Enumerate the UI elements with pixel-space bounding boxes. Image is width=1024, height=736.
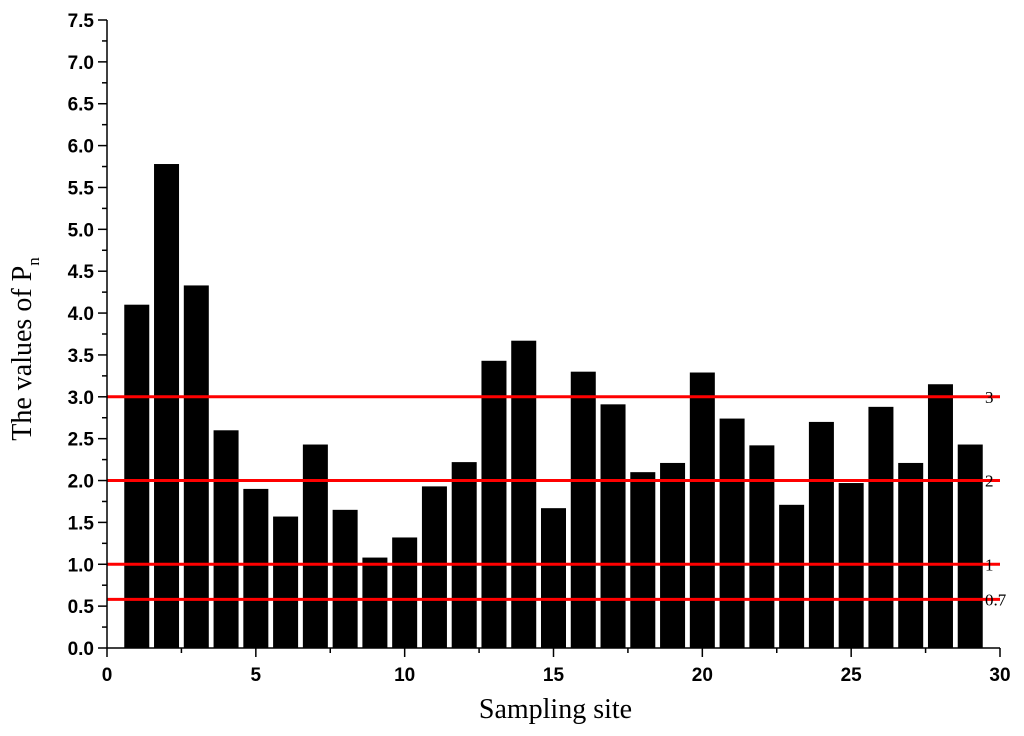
bar-site-13 [481,360,507,648]
reference-lines-group: 3 2 1 0.7 [107,388,1007,609]
bar-site-24 [808,421,834,648]
bar-site-16 [570,371,596,648]
bar-site-23 [779,504,805,648]
bar-site-12 [451,462,477,648]
y-tick-label: 2.5 [68,430,95,451]
y-axis-title-subscript: n [24,257,43,266]
y-tick-label: 1.0 [68,555,94,576]
reference-line-label: 1 [985,555,994,574]
bar-site-20 [689,372,715,648]
x-tick-label: 5 [251,665,262,686]
bar-site-7 [302,444,328,648]
y-axis-title-main: The values of P [7,266,38,441]
y-axis-title: The values of Pn [7,257,43,441]
bar-site-5 [243,488,269,648]
bar-site-29 [957,444,983,648]
y-ticks-group: 0.0 0.5 1.0 1.5 2.0 2.5 3.0 3.5 4.0 4.5 5.0 5.5 6.0 6… [68,11,107,660]
y-tick-label: 5.0 [68,220,94,241]
reference-line-label: 2 [985,472,994,491]
bar-site-1 [124,304,150,648]
y-tick-label: 5.5 [68,178,95,199]
y-tick-label: 3.0 [68,388,94,409]
bar-site-19 [660,462,686,648]
bar-site-15 [540,508,567,648]
x-tick-label: 30 [989,665,1010,686]
y-tick-label: 7.0 [68,53,94,74]
y-tick-label: 4.5 [68,262,95,283]
x-ticks-group: 0 5 10 15 20 25 30 [102,648,1011,686]
x-tick-label: 15 [543,665,565,686]
y-tick-label: 2.0 [68,472,94,493]
bar-site-26 [868,406,894,648]
y-tick-label: 6.0 [68,137,94,158]
bar-site-2 [154,164,180,648]
x-tick-label: 20 [692,665,713,686]
bars-group [124,164,983,648]
y-tick-label: 3.5 [68,346,95,367]
x-tick-label: 10 [394,665,415,686]
bar-site-27 [898,462,924,648]
bar-site-18 [630,472,656,648]
reference-line-label: 3 [985,388,994,407]
x-tick-label: 0 [102,665,113,686]
y-tick-label: 0.0 [68,639,94,660]
y-tick-label: 1.5 [68,513,95,534]
y-tick-label: 0.5 [68,597,95,618]
y-tick-label: 7.5 [68,11,95,32]
bar-site-11 [421,486,447,648]
bar-site-8 [332,509,358,648]
y-tick-label: 6.5 [68,95,95,116]
x-tick-label: 25 [841,665,863,686]
reference-line-label: 0.7 [985,590,1007,609]
bar-site-17 [600,404,626,648]
bar-site-14 [511,340,537,648]
bar-site-28 [927,384,953,648]
bar-site-3 [183,285,209,648]
bar-site-21 [719,418,745,648]
bar-site-6 [273,516,299,648]
y-tick-label: 4.0 [68,304,94,325]
bar-site-9 [362,557,388,648]
x-axis-title: Sampling site [479,694,632,725]
bar-site-10 [392,537,418,648]
bar-site-22 [749,445,775,648]
bar-site-4 [213,430,239,648]
